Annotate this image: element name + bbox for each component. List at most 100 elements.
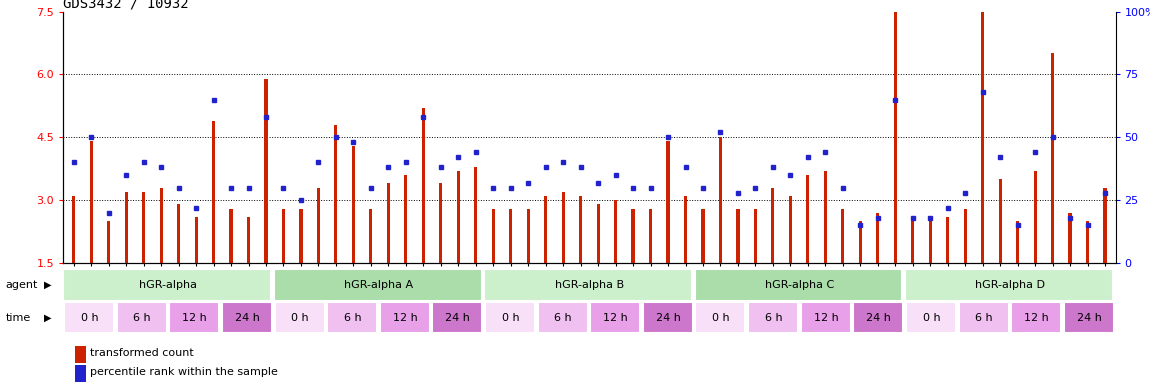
Bar [380,302,430,333]
Text: hGR-alpha B: hGR-alpha B [554,280,624,290]
Bar [614,200,618,263]
Bar [474,167,477,263]
Bar [702,209,705,263]
Bar [580,196,582,263]
Bar [90,141,93,263]
Bar [964,209,967,263]
Bar [736,209,739,263]
Bar [1086,221,1089,263]
Bar [643,302,692,333]
Bar [590,302,641,333]
Bar [282,209,285,263]
Text: 6 h: 6 h [765,313,782,323]
Bar [527,209,530,263]
Text: 0 h: 0 h [501,313,520,323]
Bar [649,209,652,263]
Bar [299,209,302,263]
Bar [264,79,268,263]
Bar [247,217,250,263]
Text: 12 h: 12 h [183,313,207,323]
Text: 0 h: 0 h [712,313,730,323]
Bar [386,184,390,263]
Bar [597,204,599,263]
Bar [719,137,722,263]
Text: GDS3432 / 10932: GDS3432 / 10932 [63,0,189,10]
Bar [538,302,588,333]
Bar [959,302,1009,333]
Bar [1034,171,1036,263]
Bar [981,12,984,263]
Bar [107,221,110,263]
Text: 24 h: 24 h [656,313,681,323]
Text: 12 h: 12 h [393,313,417,323]
Text: hGR-alpha A: hGR-alpha A [344,280,414,290]
Text: 0 h: 0 h [922,313,941,323]
Bar [905,270,1113,301]
Bar [859,221,861,263]
Bar [754,209,757,263]
Bar [422,108,424,263]
Bar [117,302,167,333]
Bar [169,302,220,333]
Bar [485,302,535,333]
Bar [177,204,181,263]
Bar [72,196,75,263]
Bar [328,302,377,333]
Text: ▶: ▶ [44,280,52,290]
Bar [929,221,932,263]
Bar [806,175,810,263]
Text: ▶: ▶ [44,313,52,323]
Bar [484,270,692,301]
Bar [405,175,407,263]
Bar [544,196,547,263]
Text: time: time [6,313,31,323]
Bar [749,302,798,333]
Bar [1104,188,1106,263]
Bar [160,188,162,263]
Text: 6 h: 6 h [133,313,151,323]
Bar [274,270,482,301]
Bar [876,213,880,263]
Bar [352,146,355,263]
Bar [1011,302,1061,333]
Bar [842,209,844,263]
Text: 0 h: 0 h [291,313,309,323]
Text: agent: agent [6,280,38,290]
Bar [667,141,669,263]
Bar [946,217,949,263]
Bar [439,184,443,263]
Bar [894,0,897,263]
Bar [911,221,914,263]
Text: 12 h: 12 h [604,313,628,323]
Bar [457,171,460,263]
Bar [631,209,635,263]
Text: 24 h: 24 h [866,313,891,323]
Text: percentile rank within the sample: percentile rank within the sample [90,367,277,377]
Bar [684,196,687,263]
Bar [509,209,512,263]
Bar [64,302,114,333]
Bar [561,192,565,263]
Bar [63,270,271,301]
Text: hGR-alpha D: hGR-alpha D [975,280,1045,290]
Bar [369,209,373,263]
Bar [492,209,494,263]
Text: 6 h: 6 h [975,313,992,323]
Bar [317,188,320,263]
Bar [998,179,1002,263]
Bar [789,196,792,263]
Text: 0 h: 0 h [81,313,99,323]
Bar [906,302,956,333]
Bar [230,209,232,263]
Bar [1051,53,1055,263]
Bar [335,125,337,263]
Bar [823,171,827,263]
Bar [1064,302,1113,333]
Text: 6 h: 6 h [344,313,361,323]
Bar [222,302,271,333]
Bar [772,188,774,263]
Text: hGR-alpha C: hGR-alpha C [765,280,835,290]
Bar [695,270,903,301]
Bar [1017,221,1019,263]
Bar [275,302,324,333]
